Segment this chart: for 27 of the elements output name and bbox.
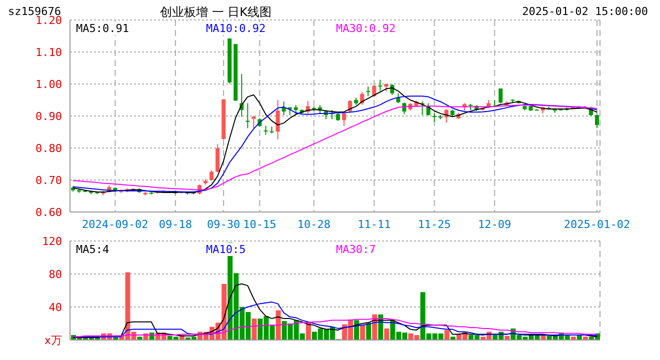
y-tick-label: 0.70: [36, 174, 62, 187]
text: MA5:4: [74, 243, 112, 256]
y-tick-label: 1.10: [36, 46, 62, 59]
y-tick-label: 0.60: [36, 206, 62, 219]
x-tick-label: 2024-09-02: [82, 218, 148, 231]
x-tick-label: 10-28: [297, 218, 330, 231]
y-tick-label: 0.90: [36, 110, 62, 123]
text: MA30:7: [334, 243, 378, 256]
x-tick-label: 09-18: [158, 218, 192, 231]
x-tick-label: 10-15: [243, 218, 276, 231]
chart-title: 创业板增 一 日K线图: [160, 4, 272, 21]
x-tick-label: 2025-01-02: [564, 218, 630, 231]
x-tick-label: 11-11: [358, 218, 391, 231]
text: MA30:0.92: [334, 22, 398, 35]
y-tick-label: 120: [42, 234, 62, 248]
y-tick-label: 0.80: [36, 142, 62, 155]
x-tick-label: 11-25: [418, 218, 451, 231]
text: MA10:0.92: [204, 22, 268, 35]
y-tick-label: x万: [44, 334, 62, 347]
text: MA10:5: [204, 243, 248, 256]
x-tick-label: 09-30: [207, 218, 240, 231]
y-tick-label: 80: [48, 268, 62, 281]
x-tick-label: 12-09: [478, 218, 512, 231]
text: 2025-01-02 15:00:00: [522, 5, 648, 18]
y-tick-label: 40: [48, 300, 62, 314]
text: MA5:0.91: [74, 22, 131, 35]
y-tick-label: 1.00: [36, 78, 62, 91]
